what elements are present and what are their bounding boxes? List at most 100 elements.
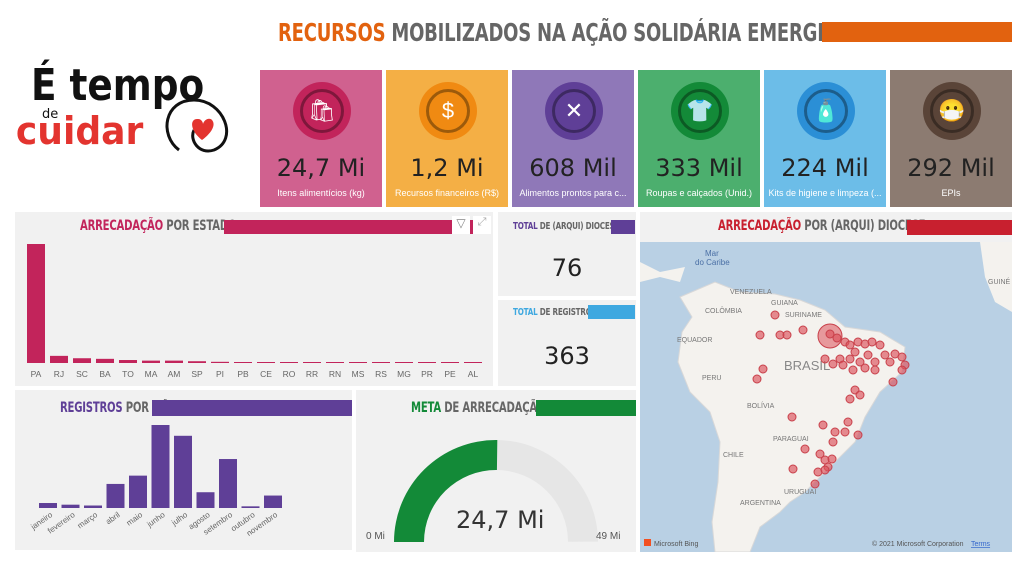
map-bubble[interactable] <box>885 357 895 367</box>
bar-fevereiro[interactable] <box>61 504 80 508</box>
map-bubble[interactable] <box>820 465 830 475</box>
map-bubble[interactable] <box>855 357 865 367</box>
map-bubble[interactable] <box>863 350 873 360</box>
bar-PB[interactable] <box>234 362 252 363</box>
map-bubble[interactable] <box>843 417 853 427</box>
terms-link[interactable]: Terms <box>971 541 991 548</box>
bar-SC[interactable] <box>73 358 91 363</box>
fork-knife-icon: ✕ <box>552 89 596 133</box>
map-bubble[interactable] <box>888 377 898 387</box>
map-bubble[interactable] <box>830 427 840 437</box>
map-bubble[interactable] <box>880 350 890 360</box>
kpi-label: Kits de higiene e limpeza (... <box>768 188 882 198</box>
kpi-card: $ 1,2 Mi Recursos financeiros (R$) <box>386 70 508 207</box>
bar-MG[interactable] <box>395 362 413 363</box>
bar-MA[interactable] <box>142 360 160 363</box>
bar-julho[interactable] <box>174 435 192 508</box>
bar-novembro[interactable] <box>264 495 282 508</box>
svg-text:BRASIL: BRASIL <box>784 358 830 373</box>
map-bubble[interactable] <box>787 412 797 422</box>
map-bubble[interactable] <box>870 365 880 375</box>
x-tick-label: RJ <box>54 369 64 379</box>
x-tick-label: RR <box>306 369 318 379</box>
svg-text:do Caribe: do Caribe <box>695 258 730 267</box>
svg-text:COLÔMBIA: COLÔMBIA <box>705 306 742 315</box>
map-bubble[interactable] <box>818 420 828 430</box>
map-bubble[interactable] <box>815 449 825 459</box>
bar-PA[interactable] <box>27 244 45 363</box>
bar-RN[interactable] <box>326 362 344 363</box>
map-bubble[interactable] <box>840 427 850 437</box>
svg-text:de: de <box>42 107 58 122</box>
x-tick-label: maio <box>125 510 145 528</box>
bar-AM[interactable] <box>165 360 183 363</box>
map-bubble[interactable] <box>860 363 870 373</box>
filter-icon[interactable]: ▽ <box>452 216 470 234</box>
x-tick-label: MG <box>397 369 411 379</box>
gauge-min-label: 0 Mi <box>366 531 385 542</box>
map-bubble[interactable] <box>897 352 907 362</box>
bar-PR[interactable] <box>418 362 436 363</box>
bar-março[interactable] <box>84 505 102 508</box>
map-bubble[interactable] <box>800 444 810 454</box>
map-bubble[interactable] <box>875 340 885 350</box>
map-bubble[interactable] <box>770 310 780 320</box>
map-bubble[interactable] <box>870 357 880 367</box>
bar-RJ[interactable] <box>50 355 68 363</box>
kpi-value: 333 Mil <box>655 154 743 182</box>
x-tick-label: AM <box>168 369 181 379</box>
map-bubble[interactable] <box>755 330 765 340</box>
map-bubble[interactable] <box>828 359 838 369</box>
map-bubble[interactable] <box>850 347 860 357</box>
map-bubble[interactable] <box>752 374 762 384</box>
bar-maio[interactable] <box>129 475 147 508</box>
map-bubble[interactable] <box>853 430 863 440</box>
map-bubble[interactable] <box>845 340 855 350</box>
bar-junho[interactable] <box>151 425 170 508</box>
map-bubble[interactable] <box>897 365 907 375</box>
bar-janeiro[interactable] <box>39 503 57 508</box>
mes-title-bar <box>152 400 352 416</box>
bar-PE[interactable] <box>441 362 459 363</box>
bar-AL[interactable] <box>464 362 482 363</box>
bar-TO[interactable] <box>119 360 137 363</box>
map-bubble[interactable] <box>845 394 855 404</box>
x-tick-label: SC <box>76 369 88 379</box>
map-bubble[interactable] <box>782 330 792 340</box>
map-bubble[interactable] <box>855 390 865 400</box>
gauge-title: META DE ARRECADAÇÃO <box>411 400 546 416</box>
bar-outubro[interactable] <box>241 506 260 508</box>
bar-RO[interactable] <box>280 362 298 363</box>
map-bubble[interactable] <box>798 325 808 335</box>
bar-RR[interactable] <box>303 362 321 363</box>
bar-agosto[interactable] <box>196 492 215 508</box>
x-tick-label: BA <box>99 369 111 379</box>
focus-mode-icon[interactable]: ⤢ <box>473 216 491 234</box>
x-tick-label: CE <box>260 369 272 379</box>
map-bubble[interactable] <box>810 479 820 489</box>
bar-SP[interactable] <box>188 361 206 363</box>
x-tick-label: RN <box>329 369 341 379</box>
map-bubble[interactable] <box>758 364 768 374</box>
map-bubble[interactable] <box>820 354 830 364</box>
map-bubble[interactable] <box>845 354 855 364</box>
bar-abril[interactable] <box>106 483 125 508</box>
map-bubble[interactable] <box>827 454 837 464</box>
map-bubble[interactable] <box>788 464 798 474</box>
map-bubble[interactable] <box>832 333 842 343</box>
svg-text:CHILE: CHILE <box>723 452 744 459</box>
map-bubble[interactable] <box>828 437 838 447</box>
map-bubble[interactable] <box>867 337 877 347</box>
total-dioceses-card: TOTAL DE (ARQUI) DIOCESES 76 <box>498 212 636 296</box>
bar-BA[interactable] <box>96 358 114 363</box>
map-bubble[interactable] <box>848 365 858 375</box>
svg-text:PARAGUAI: PARAGUAI <box>773 436 809 443</box>
bar-MS[interactable] <box>349 362 367 363</box>
map-bubble[interactable] <box>838 360 848 370</box>
map[interactable]: Mar do Caribe VENEZUELA COLÔMBIA GUIANA … <box>640 242 1012 552</box>
bar-RS[interactable] <box>372 362 390 363</box>
bar-setembro[interactable] <box>219 459 237 508</box>
bar-PI[interactable] <box>211 361 229 363</box>
map-bubble[interactable] <box>825 329 835 339</box>
bar-CE[interactable] <box>257 362 275 363</box>
